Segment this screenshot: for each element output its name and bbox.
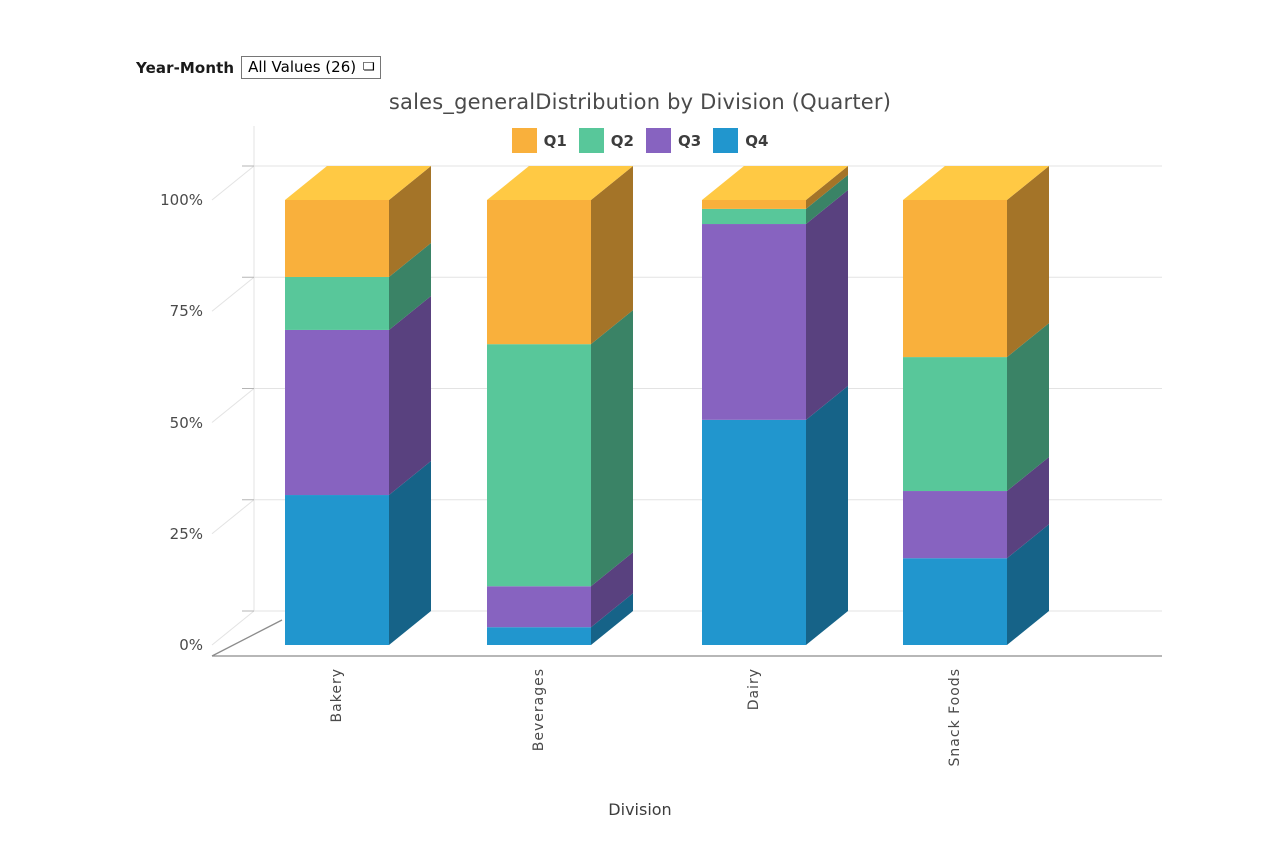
x-tick-label: Snack Foods (947, 668, 963, 767)
y-tick-label: 100% (160, 191, 203, 209)
bar-top-face (702, 166, 848, 200)
bar-segment-side (591, 552, 633, 628)
bar-segment-side (1007, 323, 1049, 492)
bar-segment-Q2[interactable] (702, 208, 806, 225)
bar-top-face (903, 166, 1049, 200)
bar-segment-Q1[interactable] (903, 200, 1007, 358)
year-month-filter: Year-Month All Values (26) ❏ (136, 56, 381, 79)
bar-segment-Q4[interactable] (702, 419, 806, 645)
x-tick-label: Bakery (329, 668, 345, 723)
bar-segment-side (389, 461, 431, 645)
legend-swatch (511, 128, 537, 153)
legend-swatch (713, 128, 739, 153)
legend-label: Q4 (745, 131, 769, 150)
legend-label: Q3 (678, 131, 702, 150)
chart-title: sales_generalDistribution by Division (Q… (388, 90, 892, 114)
bar-segment-Q3[interactable] (702, 224, 806, 420)
chevron-down-icon: ❏ (362, 60, 376, 73)
bar-segment-side (806, 166, 848, 209)
filter-label: Year-Month (136, 58, 235, 77)
floor-depth-edge (211, 619, 283, 657)
bar-snack-foods[interactable] (903, 166, 1049, 645)
legend-item[interactable]: Q2 (578, 128, 634, 153)
axis-depth-line (211, 165, 255, 201)
legend-label: Q1 (543, 131, 567, 150)
x-tick-label: Beverages (531, 668, 547, 752)
axis-depth-line (211, 499, 255, 535)
bar-segment-Q3[interactable] (285, 329, 389, 496)
bar-segment-Q2[interactable] (285, 276, 389, 330)
bar-segment-side (1007, 524, 1049, 645)
y-tick-label: 75% (169, 302, 203, 321)
legend-swatch (578, 128, 604, 153)
bar-segment-Q4[interactable] (903, 558, 1007, 645)
bar-segment-Q2[interactable] (903, 357, 1007, 492)
bar-segment-side (591, 593, 633, 645)
legend-label: Q2 (610, 131, 634, 150)
bar-dairy[interactable] (702, 166, 848, 645)
bar-segment-Q4[interactable] (285, 495, 389, 645)
bar-segment-Q1[interactable] (285, 200, 389, 277)
bar-segment-side (806, 385, 848, 645)
year-month-dropdown[interactable]: All Values (26) ❏ (241, 56, 381, 79)
y-tick-label: 0% (179, 636, 203, 654)
axis-depth-line (211, 276, 255, 312)
bar-segment-side (806, 174, 848, 225)
bar-segment-side (1007, 166, 1049, 358)
bar-segment-Q4[interactable] (487, 627, 591, 645)
bar-segment-Q3[interactable] (487, 586, 591, 628)
legend-item[interactable]: Q3 (646, 128, 701, 153)
axis-depth-line (211, 388, 255, 423)
bar-bakery[interactable] (285, 166, 431, 645)
x-tick-label: Dairy (746, 668, 762, 711)
dropdown-selected-value: All Values (26) (248, 57, 357, 76)
legend-item[interactable]: Q1 (511, 128, 567, 153)
legend-item[interactable]: Q4 (713, 128, 768, 153)
bar-segment-side (806, 190, 848, 420)
bar-segment-side (389, 242, 431, 330)
bar-top-face (487, 166, 633, 200)
bar-segment-Q2[interactable] (487, 344, 591, 587)
bar-segment-Q3[interactable] (903, 491, 1007, 559)
bar-segment-Q1[interactable] (702, 200, 806, 209)
y-tick-label: 25% (169, 524, 203, 543)
chart-legend: Q1 Q2 Q3 Q4 (0, 128, 1280, 153)
x-axis-title: Division (608, 800, 672, 819)
bar-segment-side (389, 166, 431, 277)
bar-segment-side (591, 310, 633, 587)
axis-depth-line (211, 610, 255, 646)
bar-segment-side (1007, 457, 1049, 559)
bar-segment-side (389, 295, 431, 496)
y-tick-label: 50% (169, 413, 203, 432)
legend-swatch (646, 128, 671, 153)
bar-segment-Q1[interactable] (487, 200, 591, 345)
bar-top-face (285, 166, 431, 200)
bar-segment-side (591, 166, 633, 345)
bar-beverages[interactable] (487, 166, 633, 645)
